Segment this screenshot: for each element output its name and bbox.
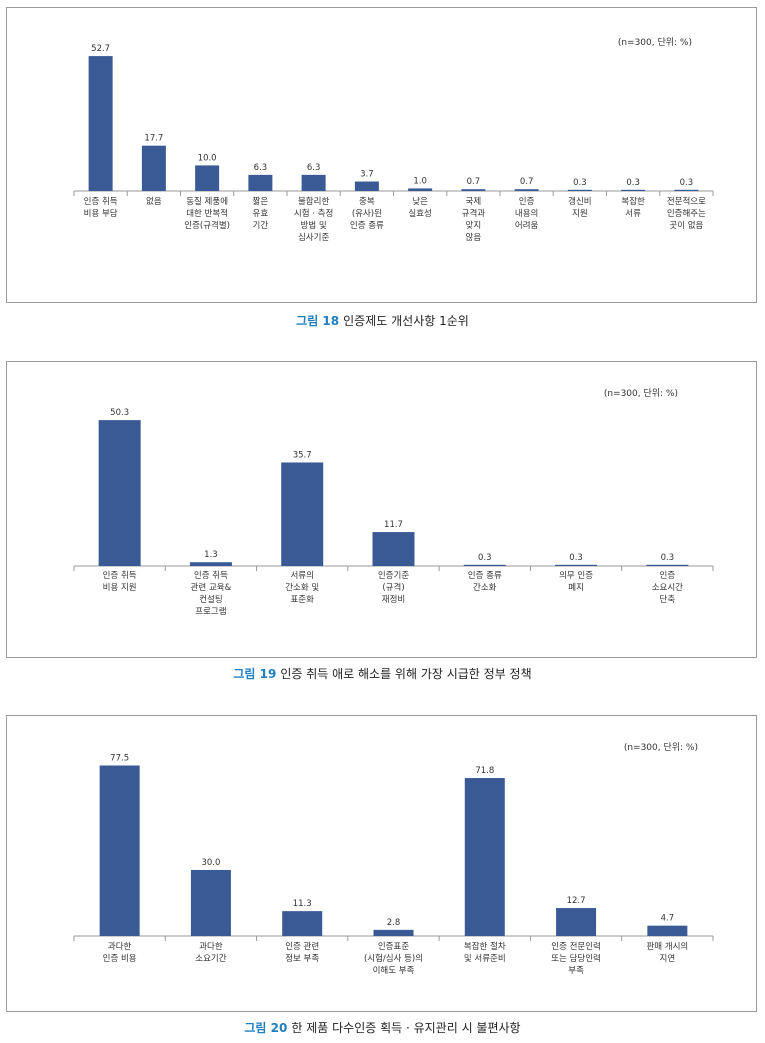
data-label: 17.7 — [144, 134, 163, 144]
data-label: 2.8 — [387, 918, 401, 928]
data-label: 0.7 — [467, 177, 481, 187]
chart-panel-18: (n=300, 단위: %) 52.7 인증 취득 비용 부담 17.7 없음 10.0 동… — [6, 7, 757, 303]
category-label: 전문적으로 인증해주는 곳이 없음 — [667, 196, 706, 231]
data-label: 11.3 — [293, 899, 312, 909]
bar-chart-18: 52.7 인증 취득 비용 부담 17.7 없음 10.0 동질 제품에 대한 반복적 인증(규… — [73, 44, 714, 243]
category-label: 복잡한 절차 및 서류준비 — [464, 941, 506, 964]
bar — [674, 189, 699, 191]
data-label: 30.0 — [201, 858, 220, 868]
data-label: 0.3 — [569, 553, 583, 563]
bar — [372, 532, 415, 566]
category-label: 없음 — [146, 197, 162, 207]
category-label: 인증 관련 정보 부족 — [285, 941, 319, 964]
category-label: 불합리한 시험 · 측정 방법 및 심사기준 — [294, 196, 333, 243]
category-label: 인증표준 (시험/심사 등)의 이해도 부족 — [364, 941, 423, 976]
category-label: 인증 취득 비용 부담 — [84, 196, 118, 219]
category-label: 중복 (유사)된 인증 종류 — [350, 197, 384, 231]
category-label: 인증기준 (규격) 재정비 — [378, 570, 409, 605]
bar — [463, 564, 506, 566]
data-label: 0.3 — [478, 553, 492, 563]
category-label: 갱신비 지원 — [568, 196, 591, 219]
bar — [88, 56, 113, 192]
category-label: 인증 취득 관련 교육& 컨설팅 프로그램 — [191, 570, 232, 617]
bar — [141, 145, 166, 191]
unit-note: (n=300, 단위: %) — [623, 743, 698, 753]
data-label: 11.7 — [384, 520, 403, 530]
category-label: 인증 전문인력 또는 담당인력 부족 — [551, 941, 601, 976]
figure-title: 인증 취득 애로 해소를 위해 가장 시급한 정부 정책 — [280, 667, 532, 681]
data-label: 3.7 — [360, 170, 374, 180]
bar — [281, 462, 324, 566]
figure-title: 한 제품 다수인증 획득 · 유지관리 시 불편사항 — [291, 1021, 521, 1035]
bar — [647, 925, 688, 936]
data-label: 52.7 — [91, 44, 110, 54]
data-label: 71.8 — [475, 766, 494, 776]
data-label: 6.3 — [254, 163, 268, 173]
data-label: 4.7 — [661, 914, 675, 924]
bar — [190, 870, 231, 936]
figure-title: 인증제도 개선사항 1순위 — [343, 314, 469, 328]
data-label: 6.3 — [307, 163, 321, 173]
figure-number: 그림 20 — [244, 1021, 288, 1035]
category-label: 서류의 간소화 및 표준화 — [285, 570, 319, 605]
data-label: 0.3 — [661, 553, 675, 563]
figure-caption-18: 그림 18 인증제도 개선사항 1순위 — [0, 312, 765, 329]
bar — [189, 562, 232, 566]
data-label: 0.3 — [573, 178, 587, 188]
bar — [621, 189, 646, 191]
data-label: 50.3 — [110, 408, 129, 418]
category-label: 낮은 실효성 — [408, 196, 431, 219]
bar-chart-19: 50.3 인증 취득 비용 지원 1.3 인증 취득 관련 교육& 컨설팅 프로그램 35.7 서… — [73, 408, 714, 617]
category-label: 국제 규격과 맞지 않음 — [462, 197, 486, 243]
bar — [195, 165, 220, 191]
bar — [282, 911, 323, 936]
category-label: 인증 소요시간 단축 — [652, 570, 683, 605]
bar — [373, 929, 414, 936]
data-label: 0.7 — [520, 177, 534, 187]
category-label: 인증 종류 간소화 — [468, 570, 502, 593]
figure-number: 그림 18 — [296, 314, 340, 328]
figure-number: 그림 19 — [233, 667, 277, 681]
category-label: 과다한 인증 비용 — [103, 942, 137, 964]
data-label: 77.5 — [110, 754, 129, 764]
data-label: 10.0 — [198, 153, 217, 163]
unit-note: (n=300, 단위: %) — [617, 38, 692, 48]
bar — [556, 908, 597, 936]
bar — [354, 181, 379, 191]
bar — [461, 189, 486, 191]
chart-panel-19: (n=300, 단위: %) 50.3 인증 취득 비용 지원 1.3 인증 취득 관련 … — [6, 361, 757, 658]
figure-caption-19: 그림 19 인증 취득 애로 해소를 위해 가장 시급한 정부 정책 — [0, 665, 765, 682]
bar — [464, 778, 505, 936]
bar — [567, 189, 592, 191]
data-label: 1.0 — [413, 176, 427, 186]
bar — [514, 189, 539, 191]
category-label: 의무 인증 폐지 — [559, 570, 593, 593]
category-label: 인증 내용의 어려움 — [515, 196, 539, 231]
data-label: 0.3 — [680, 178, 694, 188]
bar-chart-20: 77.5 과다한 인증 비용 30.0 과다한 소요기간 11.3 인증 관련 정보 부족 2.8… — [73, 754, 714, 976]
bar — [301, 174, 326, 191]
category-label: 판매 개시의 지연 — [646, 941, 688, 964]
category-label: 인증 취득 비용 지원 — [103, 570, 137, 593]
category-label: 복잡한 서류 — [621, 196, 645, 219]
category-label: 짧은 유효 기간 — [253, 196, 269, 231]
bar — [408, 188, 433, 191]
bar — [646, 564, 689, 566]
data-label: 12.7 — [567, 896, 586, 906]
data-label: 1.3 — [204, 550, 218, 560]
category-label: 동질 제품에 대한 반복적 인증(규격별) — [184, 196, 230, 231]
bar — [248, 174, 273, 191]
chart-panel-20: (n=300, 단위: %) 77.5 과다한 인증 비용 30.0 과다한 소요기간 11… — [6, 715, 757, 1012]
data-label: 0.3 — [626, 178, 640, 188]
category-label: 과다한 소요기간 — [195, 942, 226, 964]
bar — [98, 420, 141, 566]
figure-caption-20: 그림 20 한 제품 다수인증 획득 · 유지관리 시 불편사항 — [0, 1019, 765, 1036]
bar — [555, 564, 598, 566]
bar — [99, 765, 140, 936]
data-label: 35.7 — [293, 450, 312, 460]
unit-note: (n=300, 단위: %) — [603, 389, 678, 399]
